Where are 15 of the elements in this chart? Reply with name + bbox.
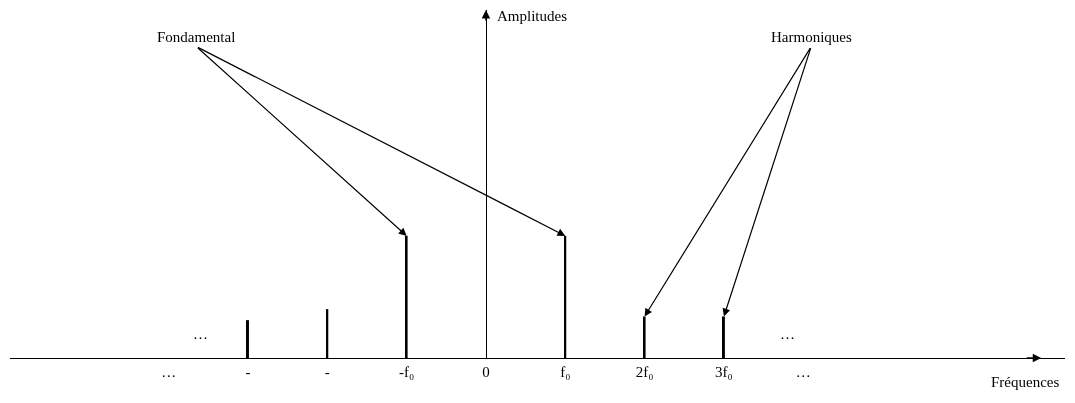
- x-tick-label: 3f₀: [715, 364, 733, 381]
- x-tick-label: 2f₀: [635, 364, 654, 381]
- text: Harmoniques: [771, 29, 852, 45]
- x-tick-label: …: [795, 364, 811, 381]
- x-tick-label: f₀: [560, 364, 571, 381]
- x-tick-label: 0: [482, 364, 490, 381]
- annotation: …: [780, 326, 795, 342]
- text: Fréquences: [991, 374, 1060, 390]
- text: Amplitudes: [497, 8, 568, 24]
- x-tick-label: -f₀: [399, 364, 415, 381]
- x-tick-label: -: [324, 364, 330, 381]
- annotation: …: [193, 326, 208, 342]
- text: Fondamental: [157, 29, 236, 45]
- x-tick-label: -: [245, 364, 251, 381]
- x-tick-label: …: [161, 364, 177, 381]
